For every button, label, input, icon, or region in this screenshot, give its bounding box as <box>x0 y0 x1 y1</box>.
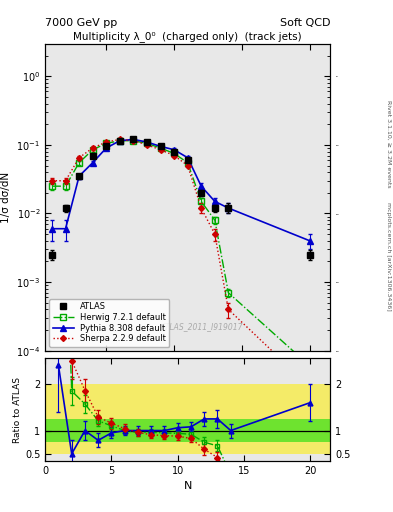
Y-axis label: 1/σ dσ/dN: 1/σ dσ/dN <box>0 172 11 223</box>
Text: Soft QCD: Soft QCD <box>280 18 330 28</box>
Bar <box>45 419 330 442</box>
Text: Rivet 3.1.10, ≥ 3.2M events: Rivet 3.1.10, ≥ 3.2M events <box>386 99 391 187</box>
Y-axis label: Ratio to ATLAS: Ratio to ATLAS <box>13 377 22 442</box>
Bar <box>45 384 330 454</box>
Text: mcplots.cern.ch [arXiv:1306.3436]: mcplots.cern.ch [arXiv:1306.3436] <box>386 202 391 310</box>
Text: 7000 GeV pp: 7000 GeV pp <box>45 18 118 28</box>
Text: ATLAS_2011_I919017: ATLAS_2011_I919017 <box>161 322 243 331</box>
Legend: ATLAS, Herwig 7.2.1 default, Pythia 8.308 default, Sherpa 2.2.9 default: ATLAS, Herwig 7.2.1 default, Pythia 8.30… <box>50 299 169 347</box>
Title: Multiplicity λ_0⁰  (charged only)  (track jets): Multiplicity λ_0⁰ (charged only) (track … <box>73 31 302 42</box>
X-axis label: N: N <box>184 481 192 491</box>
